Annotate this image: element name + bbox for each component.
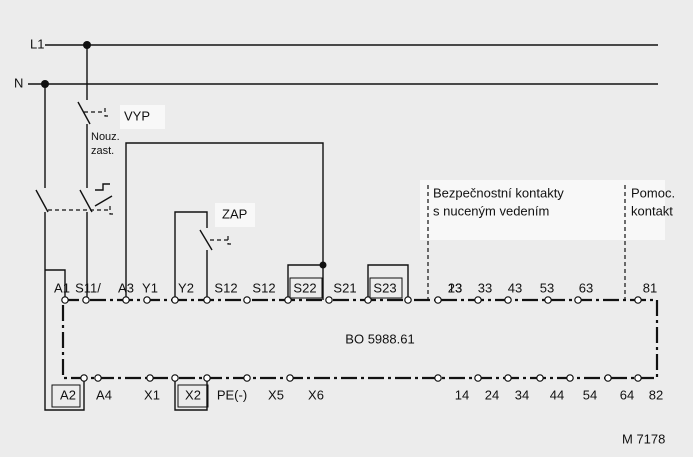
bridge — [174, 378, 208, 411]
terminal — [122, 296, 130, 304]
terminal-label: S21 — [333, 280, 356, 295]
label: Nouz. — [91, 131, 120, 143]
terminal — [82, 296, 90, 304]
terminal — [171, 296, 179, 304]
terminal — [566, 374, 574, 382]
terminal — [474, 296, 482, 304]
terminal — [604, 374, 612, 382]
terminal-label: X2 — [185, 387, 201, 402]
label: ZAP — [222, 206, 247, 221]
terminal — [171, 374, 179, 382]
terminal-label: 34 — [515, 387, 529, 402]
terminal-label: 82 — [649, 387, 663, 402]
terminal-label: X1 — [144, 387, 160, 402]
terminal — [404, 296, 412, 304]
terminal-label: 81 — [643, 280, 657, 295]
terminal — [434, 296, 442, 304]
terminal-label: 33 — [478, 280, 492, 295]
terminal — [203, 374, 211, 382]
terminal-label: S12 — [214, 280, 237, 295]
terminal — [203, 296, 211, 304]
label-panel — [420, 180, 665, 240]
terminal-label: S22 — [293, 280, 316, 295]
label-frame — [289, 277, 323, 299]
terminal-label: X6 — [308, 387, 324, 402]
terminal-label: 13 — [448, 280, 462, 295]
terminal — [146, 374, 154, 382]
terminal-label: 53 — [540, 280, 554, 295]
terminal — [143, 296, 151, 304]
terminal-label: 23 — [448, 280, 462, 295]
actuator — [210, 236, 232, 245]
terminal-label: S23 — [373, 280, 396, 295]
terminal — [80, 374, 88, 382]
terminal-label: 44 — [550, 387, 564, 402]
terminal — [504, 296, 512, 304]
label: VYP — [124, 108, 150, 123]
label: s nuceným vedením — [433, 203, 549, 218]
terminal-label: 14 — [455, 387, 469, 402]
terminal — [634, 296, 642, 304]
label: Pomoc. — [631, 185, 675, 200]
label-frame — [51, 384, 81, 408]
terminal-label: Y1 — [142, 280, 158, 295]
wire — [125, 142, 324, 300]
terminal-label: 54 — [583, 387, 597, 402]
terminal-label: 24 — [485, 387, 499, 402]
label-panel — [215, 203, 255, 227]
terminal-label: A1 — [54, 280, 70, 295]
terminal-label: X5 — [268, 387, 284, 402]
actuator — [95, 183, 110, 191]
bridge — [367, 264, 409, 300]
bridge — [287, 264, 324, 300]
contact — [94, 195, 113, 207]
terminal — [243, 296, 251, 304]
label: Bezpečnostní kontakty — [433, 185, 564, 200]
terminal — [544, 296, 552, 304]
label: L1 — [30, 36, 44, 51]
actuator — [48, 206, 114, 215]
label-panel — [120, 105, 165, 129]
terminal — [574, 296, 582, 304]
drawing-number: M 7178 — [622, 431, 665, 446]
terminal-label: A3 — [118, 280, 134, 295]
wire — [45, 269, 66, 300]
terminal — [286, 374, 294, 382]
terminal-label: PE(-) — [217, 387, 247, 402]
label-frame — [369, 277, 403, 299]
terminal — [243, 374, 251, 382]
label: kontakt — [631, 203, 673, 218]
wire — [174, 211, 213, 300]
device-name: BO 5988.61 — [345, 331, 414, 346]
terminal — [536, 374, 544, 382]
terminal — [474, 374, 482, 382]
terminal — [94, 374, 102, 382]
terminal-label: A2 — [60, 387, 76, 402]
terminal — [434, 374, 442, 382]
terminal-label: S11/ — [75, 280, 101, 295]
wire — [35, 84, 85, 411]
terminal-label: 64 — [620, 387, 634, 402]
terminal — [634, 374, 642, 382]
terminal — [325, 296, 333, 304]
terminal — [504, 374, 512, 382]
terminal-label: 63 — [579, 280, 593, 295]
terminal-label: A4 — [96, 387, 112, 402]
terminal — [61, 296, 69, 304]
device-box — [61, 298, 659, 380]
label: N — [14, 75, 23, 90]
terminal-label: 43 — [508, 280, 522, 295]
terminal-label: S12 — [252, 280, 275, 295]
label-frame — [177, 384, 209, 408]
actuator — [84, 108, 109, 117]
label: zast. — [91, 145, 114, 157]
wire — [77, 45, 93, 300]
terminal-label: Y2 — [178, 280, 194, 295]
